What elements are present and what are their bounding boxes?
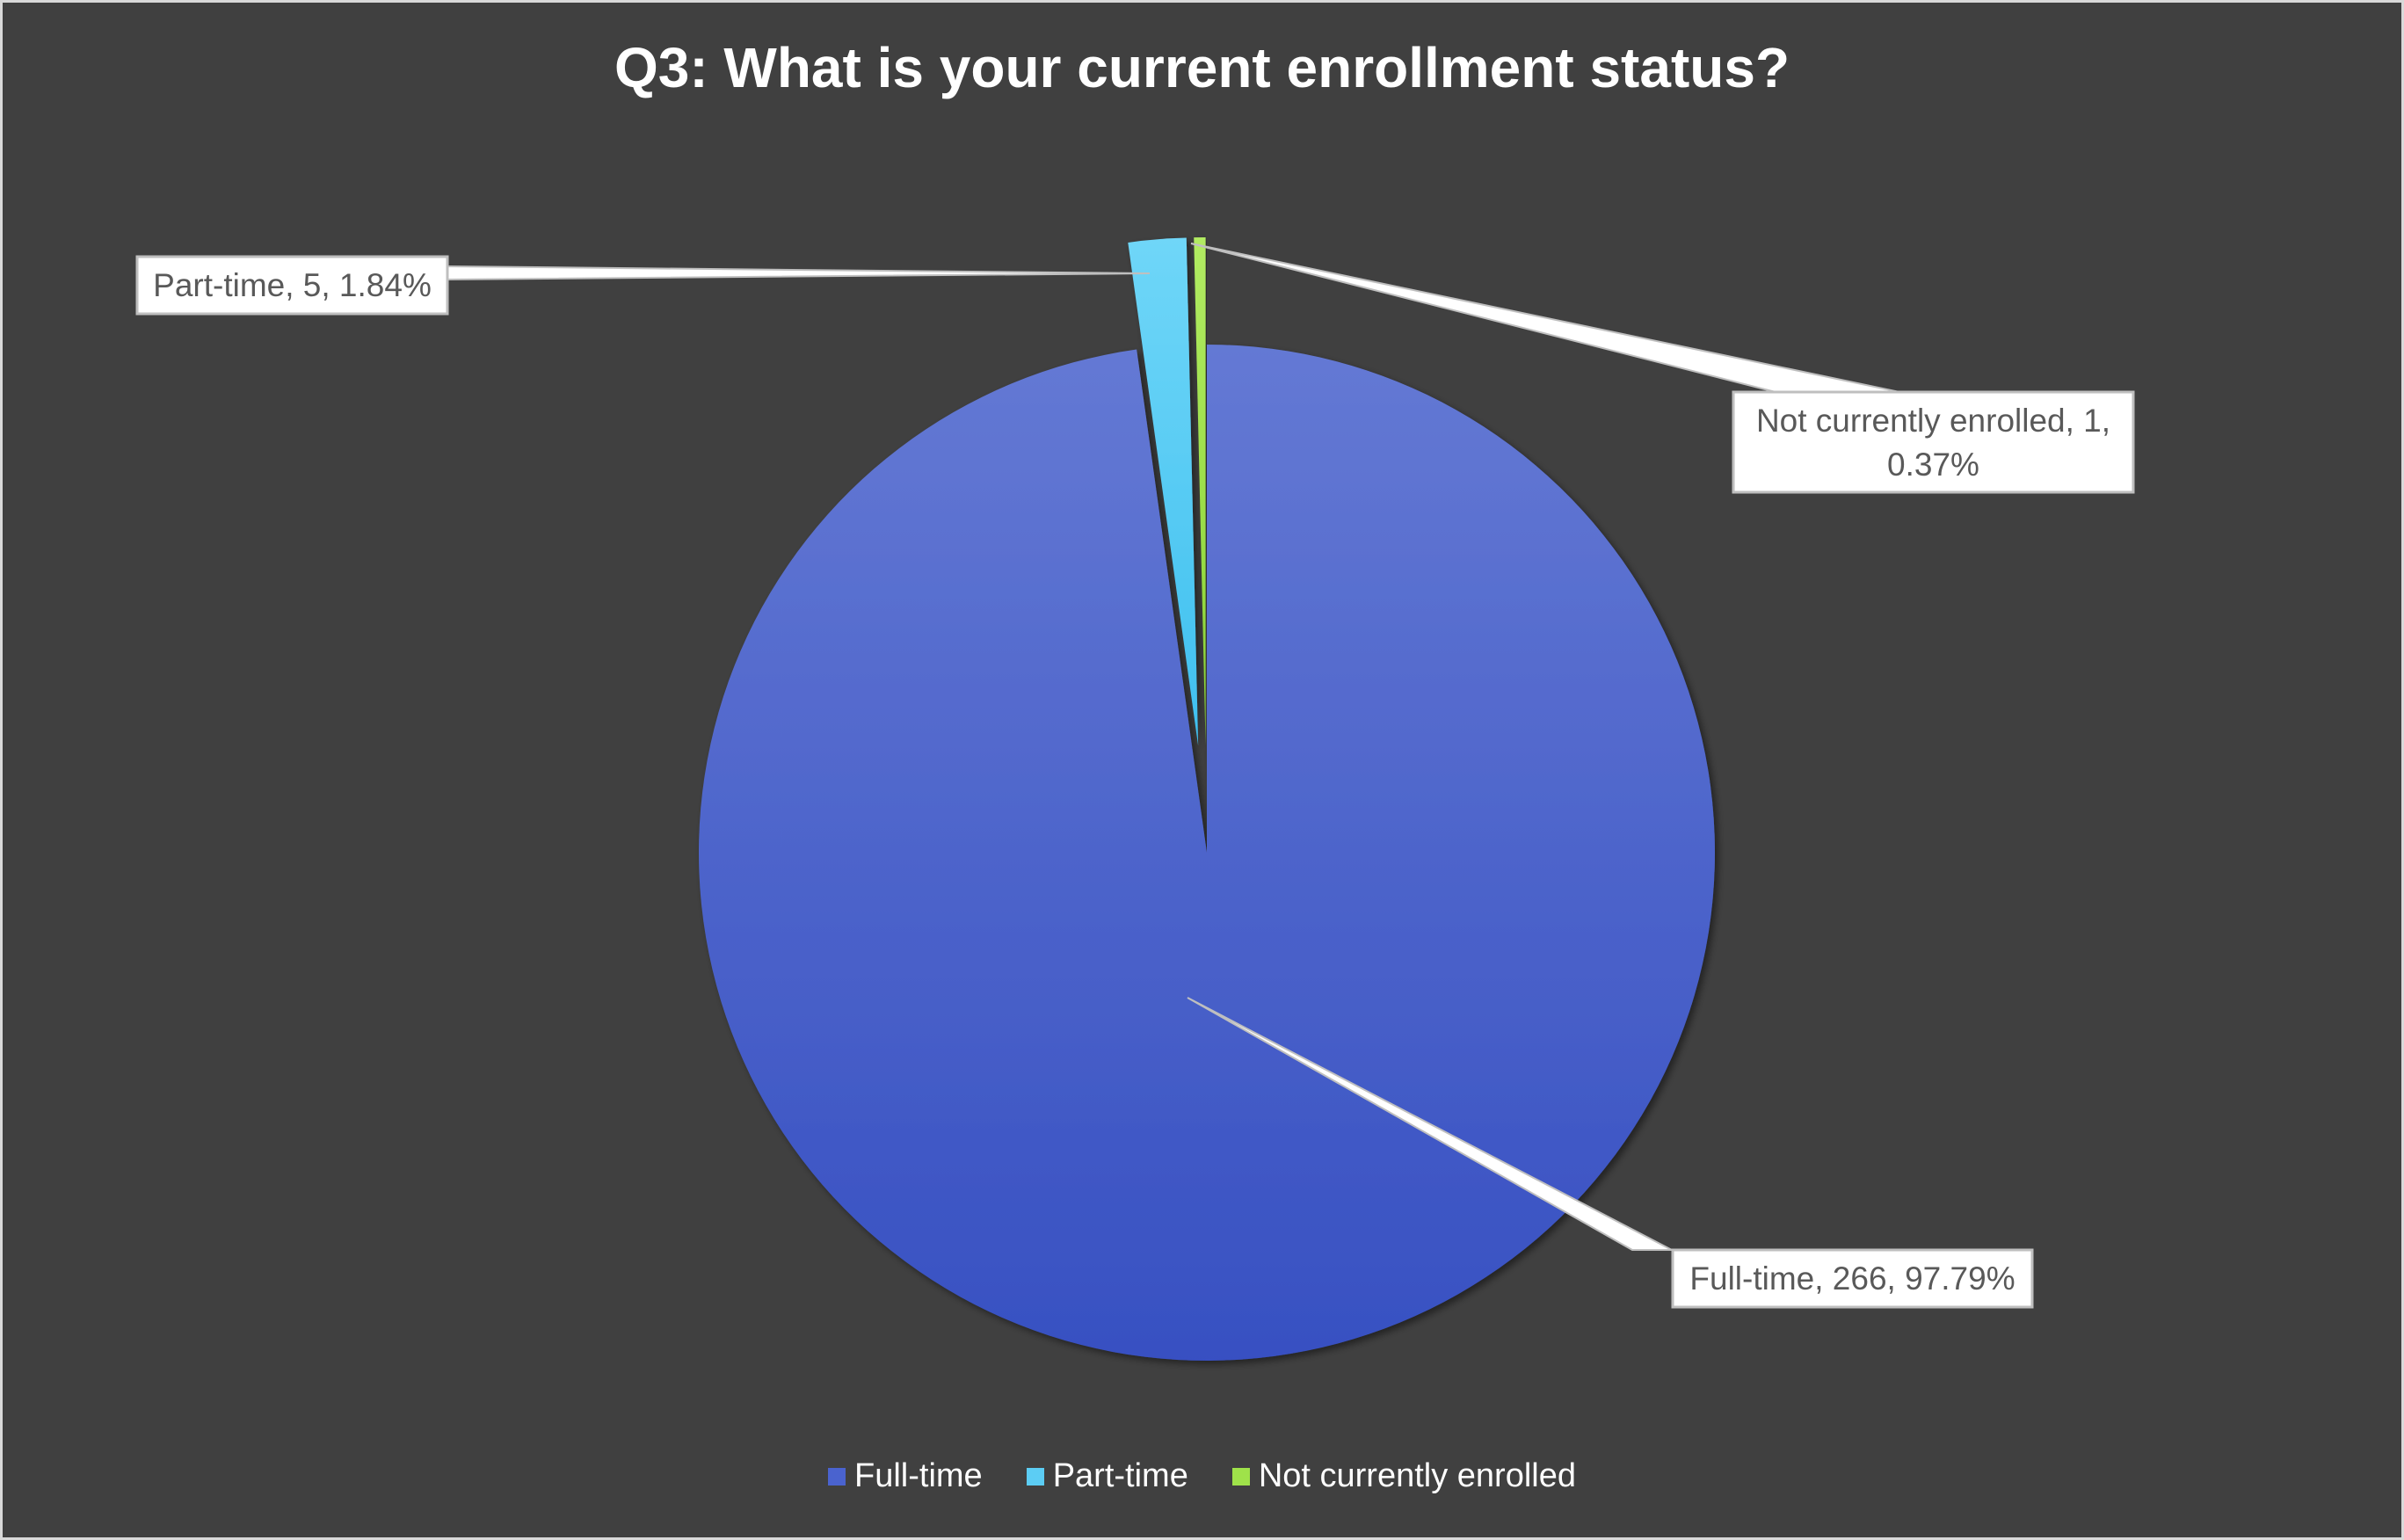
data-label-not-enrolled: Not currently enrolled, 1, 0.37% <box>1756 403 2110 483</box>
data-label-part-time: Part-time, 5, 1.84% <box>153 267 432 303</box>
data-label-callout-part-time <box>444 265 1151 281</box>
pie-slice-not-enrolled <box>1194 237 1206 746</box>
legend-swatch-full-time <box>828 1467 846 1486</box>
legend-item-part-time: Part-time <box>1026 1457 1188 1495</box>
pie-slice-part-time <box>1128 237 1199 746</box>
legend-swatch-part-time <box>1026 1467 1044 1486</box>
legend-label-not-enrolled: Not currently enrolled <box>1258 1457 1576 1494</box>
legend-item-full-time: Full-time <box>828 1457 983 1495</box>
legend-label-part-time: Part-time <box>1052 1457 1188 1494</box>
data-label-callout-full-time <box>1187 997 1673 1251</box>
pie-slice-full-time <box>699 345 1716 1362</box>
data-label-box-full-time <box>1671 1248 2034 1309</box>
legend-swatch-not-enrolled <box>1231 1467 1250 1486</box>
legend-item-not-enrolled: Not currently enrolled <box>1231 1457 1576 1495</box>
chart-title: Q3: What is your current enrollment stat… <box>614 36 1790 99</box>
data-label-full-time: Full-time, 266, 97.79% <box>1689 1260 2015 1297</box>
data-label-box-part-time <box>135 255 449 316</box>
data-label-box-not-enrolled <box>1732 390 2135 494</box>
legend-label-full-time: Full-time <box>854 1457 983 1494</box>
legend: Full-time Part-time Not currently enroll… <box>0 1457 2404 1495</box>
